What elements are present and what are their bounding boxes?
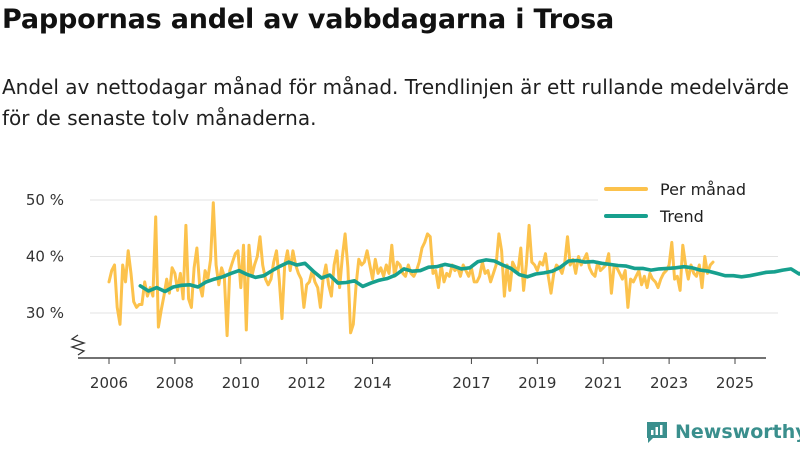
legend-label-monthly: Per månad	[660, 180, 746, 199]
x-tick-labels: 2006 2008 2010 2012 2014 2017 2019 2021 2023 2025	[90, 358, 754, 392]
x-tick-label-2: 2010	[222, 374, 260, 392]
x-tick-label-4: 2014	[353, 374, 391, 392]
x-tick-label-7: 2021	[584, 374, 622, 392]
series-line-trend	[138, 258, 800, 294]
newsworthy-logo-text: Newsworthy	[675, 421, 800, 443]
x-tick-label-9: 2025	[716, 374, 754, 392]
y-tick-label-2: 50 %	[26, 191, 64, 209]
newsworthy-logo: Newsworthy	[645, 420, 800, 444]
x-tick-label-1: 2008	[156, 374, 194, 392]
newsworthy-logo-icon	[647, 422, 667, 443]
series-group	[107, 201, 800, 338]
x-tick-label-6: 2019	[518, 374, 556, 392]
x-tick-label-5: 2017	[452, 374, 490, 392]
y-tick-label-0: 30 %	[26, 304, 64, 322]
x-tick-label-0: 2006	[90, 374, 128, 392]
series-line-per-manad	[107, 201, 715, 338]
y-tick-label-1: 40 %	[26, 248, 64, 266]
legend: Per månad Trend	[598, 176, 778, 232]
chart-title: Pappornas andel av vabbdagarna i Trosa	[2, 4, 615, 35]
x-tick-label-8: 2023	[650, 374, 688, 392]
chart-subtitle: Andel av nettodagar månad för månad. Tre…	[2, 75, 789, 130]
x-tick-label-3: 2012	[288, 374, 326, 392]
legend-label-trend: Trend	[659, 207, 704, 226]
legend-background	[598, 176, 778, 232]
y-tick-labels: 30 % 40 % 50 %	[26, 191, 64, 322]
axes	[69, 334, 766, 359]
axis-break-icon	[69, 334, 87, 356]
